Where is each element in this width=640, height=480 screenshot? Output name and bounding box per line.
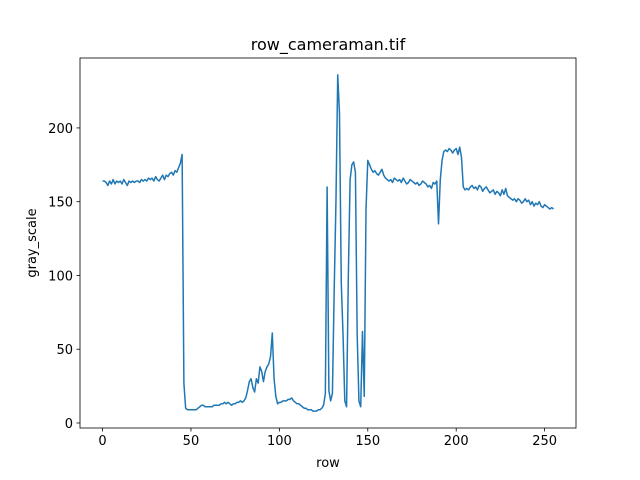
x-axis-label: row (316, 456, 340, 471)
plot-frame (79, 57, 577, 429)
data-line (102, 74, 554, 412)
x-tick-label: 50 (183, 434, 200, 449)
x-tick-label: 150 (355, 434, 380, 449)
y-tick-label: 150 (48, 196, 73, 211)
chart-title: row_cameraman.tif (251, 35, 406, 55)
y-tick-label: 50 (56, 343, 73, 358)
y-axis-label: gray_scale (25, 208, 40, 277)
x-tick-label: 100 (267, 434, 292, 449)
y-tick-label: 0 (65, 417, 73, 432)
x-tick-label: 250 (532, 434, 557, 449)
y-tick-label: 100 (48, 269, 73, 284)
y-tick-label: 200 (48, 122, 73, 137)
x-tick-label: 0 (98, 434, 106, 449)
x-tick-label: 200 (444, 434, 469, 449)
